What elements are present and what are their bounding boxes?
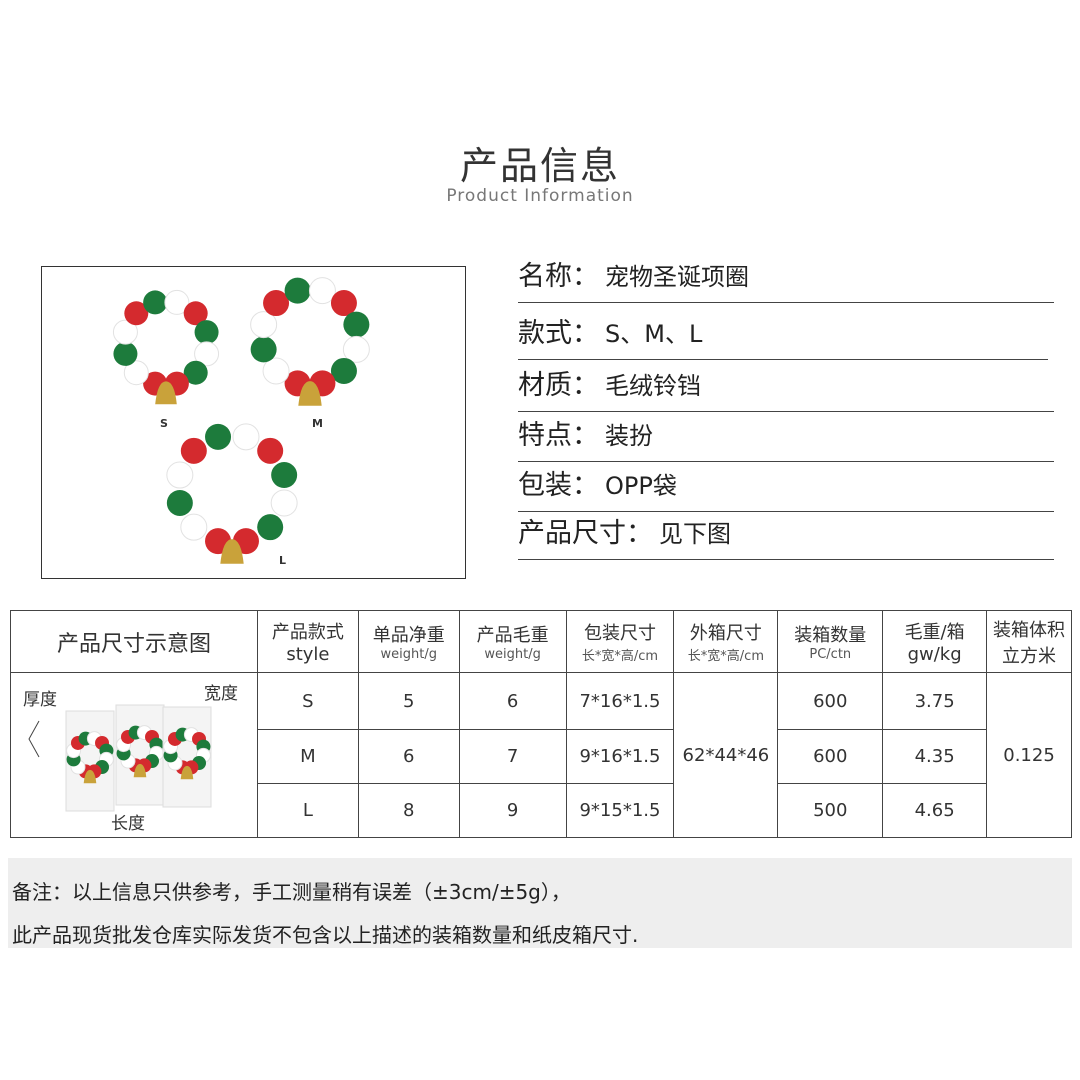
pompom (180, 513, 208, 541)
cell-pack: 9*16*1.5 (565, 729, 675, 784)
pompom (194, 341, 220, 367)
pompom (271, 462, 298, 489)
info-material: 材质： 毛绒铃铛 (518, 363, 1054, 412)
header-net-weight: 单品净重 weight/g (357, 610, 460, 673)
cell-gross: 9 (458, 783, 567, 838)
cell-qty: 500 (777, 783, 884, 838)
pompom (194, 320, 219, 345)
info-name: 名称： 宠物圣诞项圈 (518, 254, 1054, 303)
header-gross-per-carton: 毛重/箱 gw/kg (882, 610, 988, 673)
pompom (143, 290, 168, 315)
header-carton-size: 外箱尺寸 长*宽*高/cm (673, 610, 779, 673)
notes-box (8, 858, 1072, 948)
size-label-m: M (312, 417, 323, 430)
pompom (183, 301, 208, 326)
wreath-l (166, 423, 298, 564)
packaged-collars-image (28, 704, 212, 812)
info-size: 产品尺寸： 见下图 (518, 511, 1054, 560)
width-label: 宽度 (204, 684, 238, 704)
bell-icon (155, 381, 177, 405)
table-row: 厚度 宽度 长度 S 5 6 7*16*1.5 62*44*46 600 3.7… (10, 672, 1072, 838)
wreath-m (250, 277, 370, 406)
cell-pack: 7*16*1.5 (565, 672, 675, 730)
cell-style: M (256, 729, 359, 784)
packaged-wreath-2 (163, 727, 211, 780)
pompom (250, 336, 277, 363)
pompom (263, 290, 290, 317)
cell-net: 8 (357, 783, 460, 838)
pompom (166, 461, 194, 489)
packaged-wreath-0 (66, 731, 114, 784)
wreath-s (112, 289, 220, 405)
page-title: 产品信息 (459, 144, 620, 188)
pompom (112, 319, 138, 345)
header-style: 产品款式 style (256, 610, 359, 673)
info-style: 款式： S、M、L (518, 311, 1048, 360)
pompom (113, 341, 138, 366)
table-row: M 6 7 9*16*1.5 600 4.35 (11, 729, 1072, 784)
bell-icon (133, 763, 147, 778)
pompom (123, 360, 149, 386)
pompom (180, 437, 207, 464)
cell-carton: 62*44*46 (673, 672, 779, 838)
info-feature: 特点： 装扮 (518, 413, 1054, 462)
packaged-wreath-1 (116, 725, 164, 778)
pompom (183, 360, 208, 385)
cell-net: 5 (357, 672, 460, 730)
size-label-l: L (279, 554, 287, 567)
cell-net: 6 (357, 729, 460, 784)
cell-qty: 600 (777, 729, 884, 784)
pompom (330, 357, 357, 384)
pompom (270, 489, 298, 517)
pompom (124, 301, 149, 326)
size-table: 产品尺寸示意图 产品款式 style 单品净重 weight/g 产品毛重 weigh… (10, 610, 1072, 838)
bell-icon (180, 765, 194, 780)
pompom (343, 311, 370, 338)
diagram-header: 产品尺寸示意图 (10, 610, 258, 673)
bell-icon (220, 539, 244, 564)
pompom (257, 514, 284, 541)
cell-gw: 4.35 (882, 729, 988, 784)
thickness-label: 厚度 (23, 690, 57, 710)
pompom (232, 423, 260, 451)
header-gross-weight: 产品毛重 weight/g (458, 610, 567, 673)
pompom (342, 335, 370, 363)
pompom (284, 277, 311, 304)
header-pack-size: 包装尺寸 长*宽*高/cm (565, 610, 675, 673)
table-row: L 8 9 9*15*1.5 500 4.65 (11, 783, 1072, 838)
table-header-row: 产品尺寸示意图 产品款式 style 单品净重 weight/g 产品毛重 weigh… (10, 610, 1072, 673)
bell-icon (298, 381, 322, 406)
bell-icon (83, 769, 97, 784)
pompom (166, 489, 193, 516)
pompom (205, 423, 232, 450)
note-line-1: 备注：以上信息只供参考，手工测量稍有误差（±3cm/±5g）， (12, 880, 571, 904)
header-volume: 装箱体积 立方米 (986, 610, 1072, 673)
thickness-arrow-icon (28, 720, 40, 758)
pompom (308, 277, 336, 305)
cell-style: S (256, 672, 359, 730)
cell-gw: 3.75 (882, 672, 988, 730)
header-quantity: 装箱数量 PC/ctn (777, 610, 884, 673)
pompom (250, 311, 278, 339)
cell-pack: 9*15*1.5 (565, 783, 675, 838)
pompom (330, 290, 357, 317)
cell-qty: 600 (777, 672, 884, 730)
cell-gross: 6 (458, 672, 567, 730)
product-photo: S M L (41, 266, 466, 579)
wreath-collars-image (112, 277, 370, 564)
pompom (262, 357, 290, 385)
length-label: 长度 (111, 814, 145, 834)
cell-gw: 4.65 (882, 783, 988, 838)
note-line-2: 此产品现货批发仓库实际发货不包含以上描述的装箱数量和纸皮箱尺寸. (12, 923, 639, 947)
cell-gross: 7 (458, 729, 567, 784)
page-subtitle: Product Information (446, 186, 634, 206)
cell-volume: 0.125 (986, 672, 1072, 838)
size-label-s: S (160, 417, 168, 430)
info-packaging: 包装： OPP袋 (518, 463, 1054, 512)
pompom (257, 437, 284, 464)
size-diagram: 厚度 宽度 长度 (10, 672, 258, 838)
pompom (164, 289, 190, 315)
cell-style: L (256, 783, 359, 838)
